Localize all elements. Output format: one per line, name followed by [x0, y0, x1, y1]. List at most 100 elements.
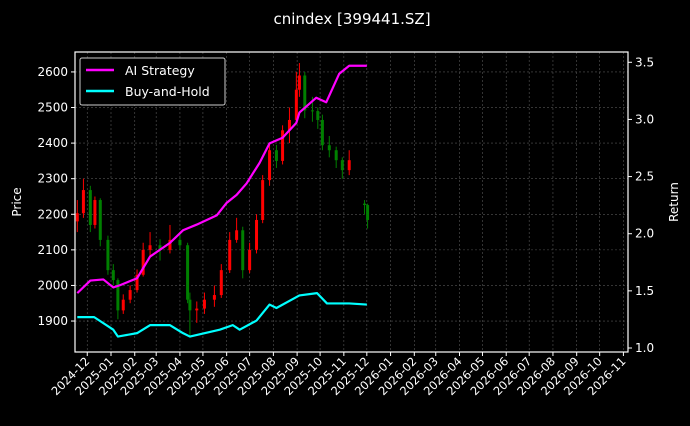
y-tick-label-right: 3.0 [635, 112, 654, 126]
candle [334, 146, 338, 169]
candle-body [111, 270, 115, 281]
y-tick-label-left: 1900 [37, 314, 68, 328]
legend-box [79, 57, 226, 106]
candle [363, 200, 367, 215]
y-tick-label-left: 2300 [37, 172, 68, 186]
candle-body [297, 75, 301, 90]
candle-body [310, 110, 314, 112]
candle-body [268, 150, 272, 181]
x-axis: 2024-122025-012025-022025-032025-042025-… [48, 352, 629, 398]
candle [186, 242, 190, 304]
y-tick-label-left: 2100 [37, 243, 68, 257]
y-tick-label-left: 2200 [37, 207, 68, 221]
candle-body [81, 190, 85, 214]
candle-body [281, 130, 285, 161]
candle-body [347, 160, 351, 171]
y-tick-label-left: 2400 [37, 136, 68, 150]
candle [274, 144, 278, 169]
y-tick-label-right: 2.5 [635, 170, 654, 184]
candle [287, 107, 291, 144]
candle [297, 63, 301, 97]
candle [316, 107, 320, 129]
candle [366, 203, 370, 229]
candle-body [168, 239, 172, 250]
candle [235, 217, 239, 243]
candle [327, 135, 331, 158]
candle [340, 157, 344, 179]
series-lines [76, 64, 367, 338]
candle [268, 143, 272, 186]
candle [75, 200, 79, 233]
y-tick-label-right: 3.5 [635, 55, 654, 69]
candle [178, 232, 182, 250]
candle [98, 198, 102, 247]
candle [168, 224, 172, 254]
candle-body [241, 230, 245, 271]
candle-body [186, 245, 190, 300]
candle [93, 196, 97, 229]
candle [195, 301, 199, 323]
candle [281, 125, 285, 165]
candle-body [363, 203, 367, 206]
candle [88, 185, 92, 233]
y-tick-label-left: 2500 [37, 101, 68, 115]
ai-strategy-line [76, 64, 367, 294]
candle [241, 226, 245, 279]
candle-body [128, 290, 132, 300]
candle [248, 242, 252, 273]
plot-frame [74, 51, 629, 353]
candle-body [141, 249, 145, 275]
y-tick-label-right: 1.5 [635, 284, 654, 298]
candle-body [106, 239, 110, 271]
candle-body [121, 299, 125, 311]
candle-body [320, 119, 324, 146]
y-axis-left: 1900 2000 2100 2200 2300 2400 2500 2600 [37, 65, 75, 328]
candle [228, 232, 232, 273]
candle-body [88, 190, 92, 225]
candle [141, 242, 145, 277]
candle-body [195, 308, 199, 311]
candle-body [294, 89, 298, 120]
candle-body [212, 295, 216, 300]
candle-body [274, 150, 278, 161]
y-axis-right-label: Return [667, 182, 681, 222]
candle [188, 292, 192, 336]
y-axis-right: 1.0 1.5 2.0 2.5 3.0 3.5 [628, 55, 654, 355]
candle-body [235, 230, 239, 240]
buy-hold-line [77, 292, 367, 338]
candle-body [366, 205, 370, 220]
legend: AI Strategy Buy-and-Hold [79, 57, 226, 106]
candle-body [93, 200, 97, 225]
candle-body [75, 213, 79, 222]
candle [148, 232, 152, 257]
candle [106, 235, 110, 275]
candle [128, 285, 132, 304]
y-tick-label-left: 2000 [37, 278, 68, 292]
candle [81, 178, 85, 218]
candle [121, 294, 125, 314]
candle-body [116, 280, 120, 311]
legend-label-strategy: AI Strategy [125, 63, 195, 78]
candle-body [303, 75, 307, 111]
candle [320, 114, 324, 151]
candle-body [261, 180, 265, 220]
candle [303, 71, 307, 119]
candle-body [219, 270, 223, 296]
candle [261, 175, 265, 224]
candle-body [340, 160, 344, 171]
candles [75, 63, 370, 336]
candle-body [255, 219, 259, 250]
candle-body [158, 245, 162, 250]
y-tick-label-right: 2.0 [635, 227, 654, 241]
legend-label-buy-hold: Buy-and-Hold [125, 84, 210, 99]
y-tick-label-left: 2600 [37, 65, 68, 79]
candle-body [188, 299, 192, 311]
candle [111, 264, 115, 286]
candle-body [178, 239, 182, 246]
candle-body [228, 239, 232, 271]
candle [294, 71, 298, 124]
candle [202, 292, 206, 314]
candle [212, 285, 216, 307]
candle [347, 150, 351, 176]
y-tick-label-right: 1.0 [635, 341, 654, 355]
